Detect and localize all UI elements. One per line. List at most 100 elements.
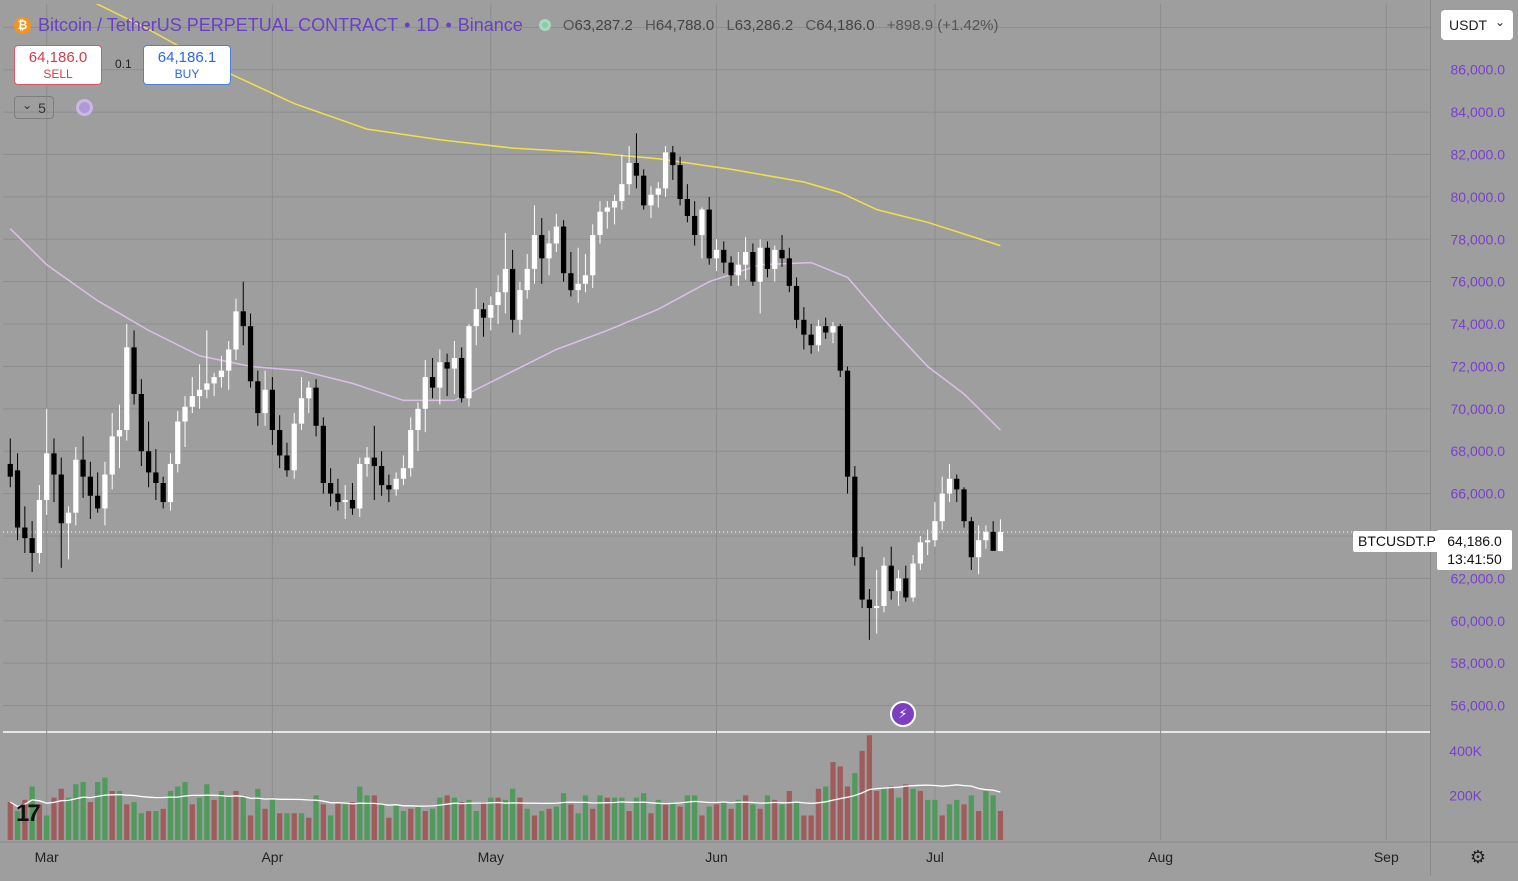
candle-body <box>371 457 377 467</box>
flash-icon[interactable]: ⚡ <box>890 701 916 727</box>
candle-body <box>255 381 261 414</box>
candle-body <box>466 326 472 399</box>
volume-bar <box>429 808 436 840</box>
candle-body <box>983 531 989 541</box>
candle-body <box>342 499 348 503</box>
candle-body <box>211 377 217 384</box>
sell-button[interactable]: 64,186.0 SELL <box>14 45 102 85</box>
currency-selector[interactable]: USDT ⌄ <box>1441 10 1513 40</box>
candle <box>925 529 931 556</box>
candle-body <box>502 268 508 293</box>
candle <box>830 321 836 344</box>
volume-bar <box>116 790 123 840</box>
buy-button[interactable]: 64,186.1 BUY <box>143 45 231 85</box>
candle <box>226 341 232 390</box>
volume-bar <box>145 811 152 840</box>
candle-body <box>699 209 705 236</box>
price-axis[interactable]: 88,000.086,000.084,000.082,000.080,000.0… <box>1449 19 1505 803</box>
close-value: 64,186.0 <box>816 16 875 34</box>
volume-bar <box>328 815 334 840</box>
candle-body <box>946 478 953 494</box>
volume-tick-label: 400K <box>1449 743 1482 759</box>
volume-bar <box>917 790 923 840</box>
candle-body <box>641 175 647 206</box>
price-tick-label: 86,000.0 <box>1451 62 1506 78</box>
candle-body <box>655 188 661 195</box>
time-tick-label: Sep <box>1374 849 1399 865</box>
candle-body <box>226 349 232 371</box>
volume-bar <box>488 797 494 840</box>
volume-bar <box>531 815 538 840</box>
candle-body <box>444 362 450 369</box>
candle-body <box>306 387 312 399</box>
candle-body <box>153 472 159 484</box>
volume-bar <box>182 782 188 840</box>
time-axis[interactable]: Mar Apr May Jun Jul Aug Sep <box>35 849 1399 865</box>
candle <box>328 468 334 507</box>
candle-body <box>488 304 494 318</box>
tradingview-logo[interactable]: 17 <box>16 800 41 827</box>
indicators-toggle-button[interactable]: ⌄ 5 <box>14 96 54 119</box>
candle-body <box>495 292 501 305</box>
volume-bar <box>895 797 902 840</box>
candle-body <box>284 455 290 471</box>
volume-bar <box>189 804 195 840</box>
candle <box>815 319 822 352</box>
volume-bar <box>36 804 43 840</box>
candle-body <box>619 184 625 202</box>
bar-countdown: 13:41:50 <box>1447 551 1502 567</box>
candle-body <box>335 493 341 503</box>
change-value: +898.9 (+1.42%) <box>886 16 999 34</box>
time-tick-label: Apr <box>261 849 283 865</box>
symbol-header[interactable]: ₿ Bitcoin / TetherUS PERPETUAL CONTRACT … <box>14 13 999 37</box>
candle <box>895 569 902 606</box>
candle <box>692 201 698 246</box>
candle-body <box>233 311 239 350</box>
volume-bar <box>743 795 749 840</box>
high-label: H <box>645 16 656 34</box>
candle-body <box>590 235 596 276</box>
price-tick-label: 66,000.0 <box>1451 486 1506 502</box>
volume-bar <box>648 813 654 840</box>
candle <box>495 275 501 325</box>
volume-bar <box>837 766 843 840</box>
time-tick-label: Jun <box>705 849 728 865</box>
candle <box>480 302 487 337</box>
candle <box>233 298 239 361</box>
last-price-value: 64,186.0 <box>1447 533 1502 549</box>
candle-body <box>604 207 610 212</box>
candle <box>247 313 254 388</box>
candle-body <box>801 319 807 335</box>
gear-icon[interactable]: ⚙ <box>1469 847 1487 867</box>
candle-body <box>932 521 938 541</box>
volume-bar <box>633 797 640 840</box>
candle <box>167 453 174 511</box>
volume-bar <box>255 788 261 840</box>
volume-bar <box>349 802 356 840</box>
volume-bar <box>167 790 174 840</box>
volume-bar <box>335 802 341 840</box>
candle <box>772 245 778 282</box>
volume-bar <box>553 806 559 840</box>
interval-label[interactable]: 1D <box>416 14 440 35</box>
indicator-status-icon[interactable] <box>76 99 93 116</box>
symbol-title[interactable]: Bitcoin / TetherUS PERPETUAL CONTRACT <box>38 14 399 35</box>
candle <box>611 194 618 225</box>
volume-bar <box>662 804 669 840</box>
candle-body <box>189 396 195 407</box>
candle <box>400 455 407 486</box>
symbol-price-tag: BTCUSDT.P <box>1353 531 1441 552</box>
volume-bar <box>226 795 232 840</box>
candle-body <box>138 393 144 452</box>
volume-tick-label: 200K <box>1449 787 1482 803</box>
candle-body <box>408 430 414 469</box>
market-status-icon[interactable] <box>538 19 551 31</box>
sell-label: SELL <box>43 67 73 81</box>
volume-bar <box>728 808 734 840</box>
candle-body <box>743 251 749 265</box>
volume-bar <box>58 788 64 840</box>
volume-bar <box>73 784 79 840</box>
candle <box>757 239 763 314</box>
